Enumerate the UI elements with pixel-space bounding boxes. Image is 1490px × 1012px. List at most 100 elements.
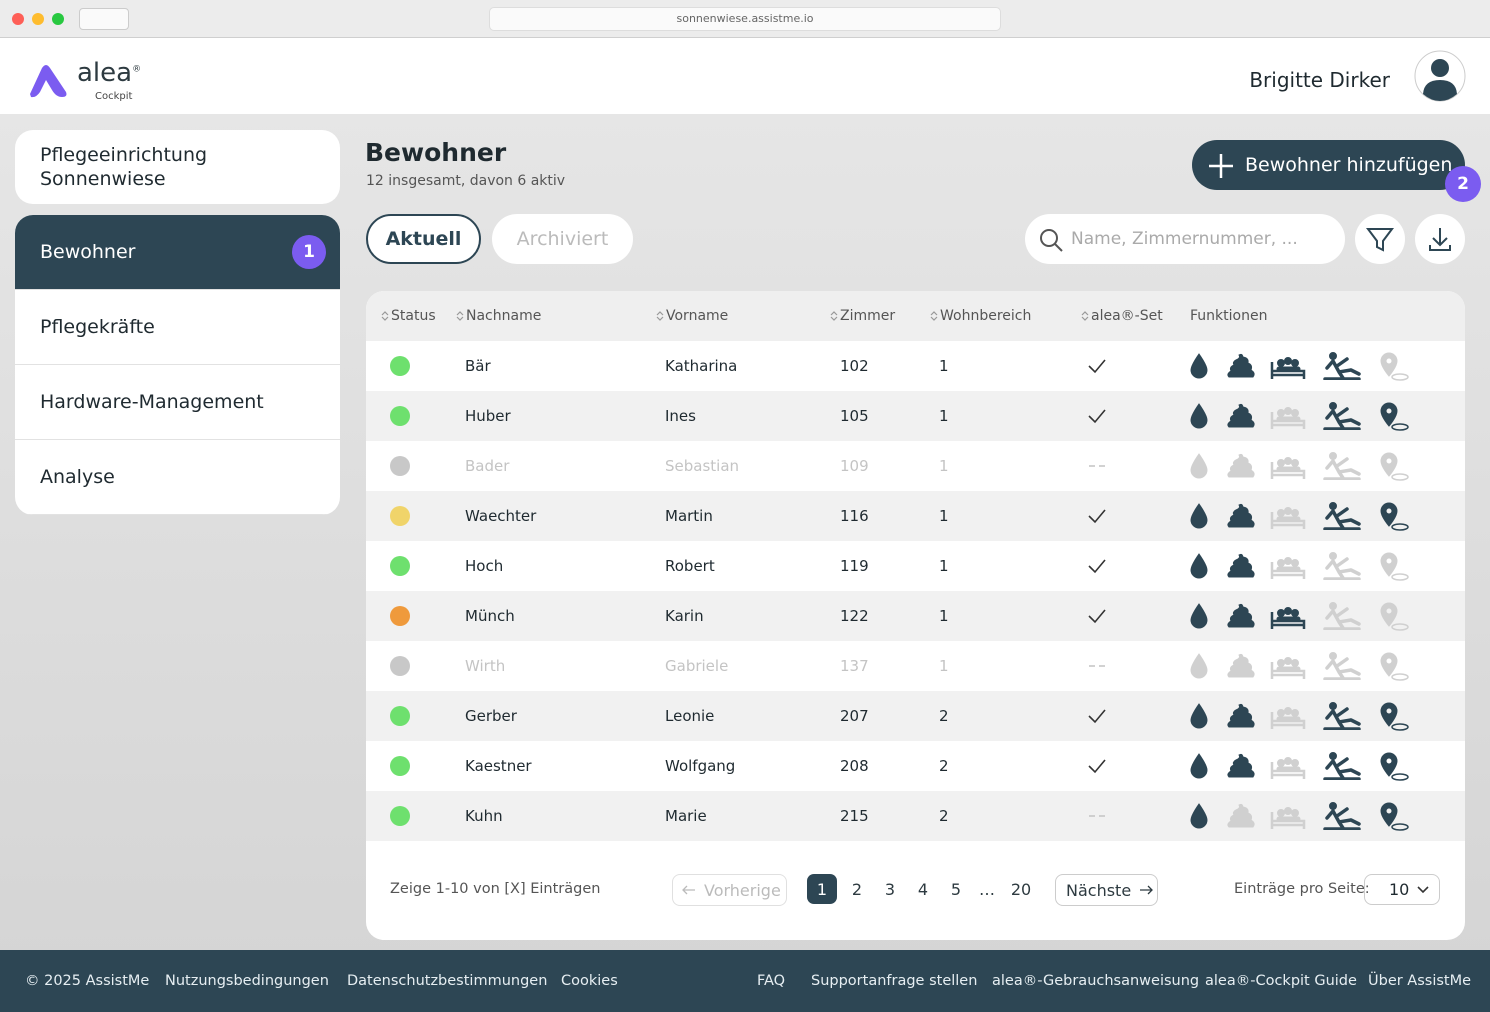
search-box[interactable]: Name, Zimmernummer, ... [1025,214,1345,264]
user-name[interactable]: Brigitte Dirker [1249,68,1390,92]
cell-zimmer: 116 [840,507,869,525]
function-icon [1190,403,1208,429]
column-header[interactable]: Status [380,291,436,341]
cell-wohnbereich: 1 [939,657,949,675]
column-label: Nachname [466,308,542,324]
next-button[interactable]: Nächste [1055,874,1158,906]
footer-link[interactable]: Cookies [561,973,618,989]
nav-buttons[interactable] [79,8,129,30]
column-label: Zimmer [840,308,896,324]
column-header[interactable]: Vorname [655,291,728,341]
avatar[interactable] [1414,50,1466,102]
url: sonnenwiese.assistme.io [676,12,814,25]
function-icon [1323,652,1361,680]
nav-item[interactable]: Analyse [15,440,340,515]
per-page-select[interactable]: 10 [1364,874,1440,905]
column-header[interactable]: alea®-Set [1080,291,1163,341]
check-icon [1088,409,1106,424]
check-icon [1088,759,1106,774]
function-icon [1227,553,1255,578]
nav-item[interactable]: Pflegekräfte [15,290,340,365]
function-icon [1190,803,1208,829]
table-row[interactable]: Wirth Gabriele 137 1 [366,641,1465,691]
filter-button[interactable] [1355,214,1405,264]
page-link[interactable]: … [979,879,995,899]
function-icon [1190,753,1208,779]
app-header: alea® Cockpit Brigitte Dirker [0,38,1490,114]
page-link[interactable]: 5 [950,879,962,899]
table-row[interactable]: Bär Katharina 102 1 [366,341,1465,391]
function-icon [1323,802,1361,830]
function-icon [1380,502,1409,531]
page-title: Bewohner [365,138,507,167]
cell-zimmer: 102 [840,357,869,375]
footer-link[interactable]: alea®-Gebrauchsanweisung [992,973,1200,989]
column-header[interactable]: Wohnbereich [929,291,1031,341]
cell-vorname: Wolfgang [665,757,736,775]
logo-sub: Cockpit [95,91,133,102]
table-row[interactable]: Waechter Martin 116 1 [366,491,1465,541]
cell-wohnbereich: 1 [939,357,949,375]
add-button[interactable]: Bewohner hinzufügen [1192,140,1465,190]
function-icon [1380,552,1409,581]
footer-link[interactable]: Datenschutzbestimmungen [347,973,548,989]
nav-label: Pflegekräfte [40,316,155,338]
column-header[interactable]: Nachname [455,291,541,341]
function-icon [1270,407,1306,429]
function-icon [1227,653,1255,678]
side-nav: Bewohner 1 Pflegekräfte Hardware-Management… [15,215,340,515]
table-row[interactable]: Hoch Robert 119 1 [366,541,1465,591]
column-label: Status [391,308,436,324]
function-icon [1227,403,1255,428]
function-icon [1380,752,1409,781]
cell-nachname: Münch [465,607,515,625]
table-header: Status Nachname Vorname Zimmer Wohnbereich al… [366,291,1465,341]
download-button[interactable] [1415,214,1465,264]
function-icon [1380,652,1409,681]
footer-link[interactable]: FAQ [757,973,786,989]
page-subtitle: 12 insgesamt, davon 6 aktiv [366,173,566,189]
tab[interactable]: Aktuell [366,214,481,264]
cell-nachname: Gerber [465,707,517,725]
search-placeholder: Name, Zimmernummer, ... [1071,229,1298,249]
footer-link[interactable]: alea®-Cockpit Guide [1205,973,1357,989]
table-row[interactable]: Huber Ines 105 1 [366,391,1465,441]
page-link[interactable]: 4 [917,879,929,899]
footer-link[interactable]: Nutzungsbedingungen [165,973,329,989]
cell-nachname: Wirth [465,657,506,675]
status-dot [390,556,410,576]
table-row[interactable]: Kaestner Wolfgang 208 2 [366,741,1465,791]
function-icon [1270,557,1306,579]
column-label: Vorname [666,308,729,324]
column-header[interactable]: Zimmer [829,291,895,341]
prev-button[interactable]: Vorherige [672,874,787,906]
function-icon [1270,507,1306,529]
table-row[interactable]: Gerber Leonie 207 2 [366,691,1465,741]
cell-zimmer: 122 [840,607,869,625]
tab[interactable]: Archiviert [492,214,633,264]
nav-item[interactable]: Hardware-Management [15,365,340,440]
sort-icon [656,311,664,321]
cell-vorname: Marie [665,807,707,825]
table-row[interactable]: Bader Sebastian 109 1 [366,441,1465,491]
pagination-info: Zeige 1-10 von [X] Einträgen [390,881,601,897]
url-bar[interactable]: sonnenwiese.assistme.io [489,7,1001,31]
page-link[interactable]: 1 [807,874,837,904]
table-row[interactable]: Münch Karin 122 1 [366,591,1465,641]
nav-label: Hardware-Management [40,391,264,413]
footer-link[interactable]: Über AssistMe [1368,973,1472,989]
footer-link: © 2025 AssistMe [25,973,150,989]
prev-label: Vorherige [704,880,781,900]
dash-icon [1089,815,1105,817]
per-page-value: 10 [1389,880,1410,899]
page-link[interactable]: 2 [851,879,863,899]
footer-link[interactable]: Supportanfrage stellen [811,973,978,989]
page-link[interactable]: 20 [1010,879,1032,899]
page-link[interactable]: 3 [884,879,896,899]
logo-text: alea® [77,58,141,88]
nav-item[interactable]: Bewohner 1 [15,215,340,290]
table-row[interactable]: Kuhn Marie 215 2 [366,791,1465,841]
nav-label: Bewohner [40,241,136,263]
column-label: Wohnbereich [940,308,1032,324]
